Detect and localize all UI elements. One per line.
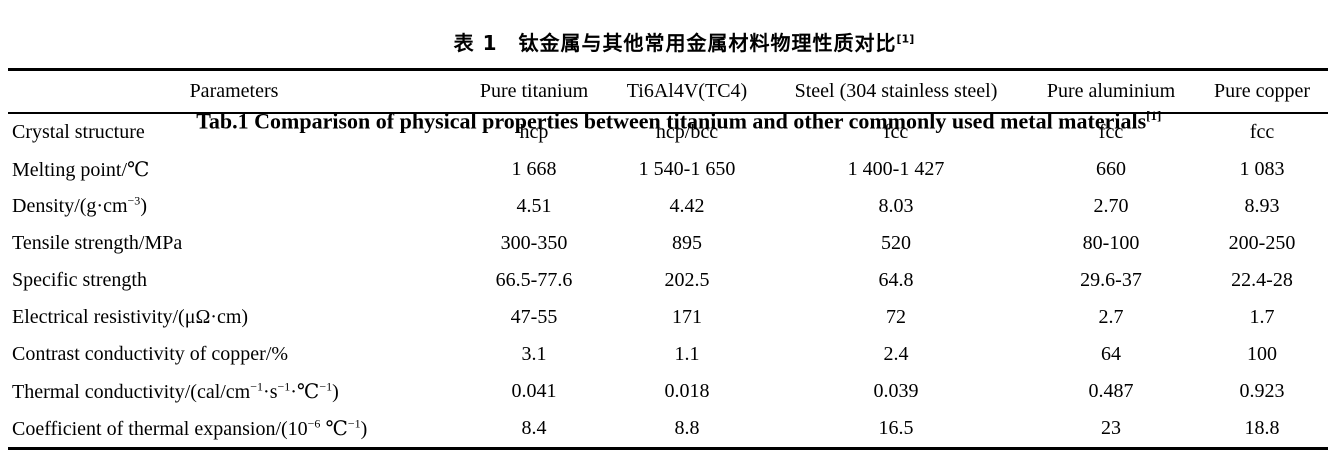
- table-title-chinese: 表 1 钛金属与其他常用金属材料物理性质对比[1]: [0, 0, 1336, 80]
- cell-value: hcp/bcc: [655, 121, 719, 143]
- column-header: Pure aluminium: [1026, 69, 1196, 114]
- cell-value: 2.4: [883, 343, 909, 365]
- cell-value: 64: [1101, 343, 1121, 365]
- row-label: Crystal structure: [12, 121, 145, 143]
- cell-value: 4.42: [669, 195, 705, 217]
- cell-value: 8.8: [674, 417, 700, 439]
- cell-value: 64.8: [878, 269, 914, 291]
- cell-value: 72: [886, 306, 906, 328]
- cell-value: 300-350: [500, 232, 568, 254]
- cell-value: 520: [881, 232, 911, 254]
- table-row: Electrical resistivity/(μΩ·cm) 47-55 171 72…: [8, 299, 1328, 336]
- cell-value: 0.041: [511, 380, 557, 402]
- cell-value: 16.5: [878, 417, 914, 439]
- cell-value: 47-55: [510, 306, 558, 328]
- cell-value: 171: [672, 306, 702, 328]
- cell-value: 0.039: [873, 380, 919, 402]
- cell-value: 8.03: [878, 195, 914, 217]
- column-header: Steel (304 stainless steel): [766, 69, 1026, 114]
- cell-value: 2.70: [1093, 195, 1129, 217]
- table-title-chinese-text: 表 1 钛金属与其他常用金属材料物理性质对比: [453, 31, 897, 55]
- cell-value: 1.1: [674, 343, 700, 365]
- table-row: Tensile strength/MPa 300-350 895 520 80-100 2…: [8, 225, 1328, 262]
- row-label: Tensile strength/MPa: [12, 232, 183, 254]
- table-row: Contrast conductivity of copper/% 3.1 1.1 2…: [8, 336, 1328, 373]
- column-header: Pure copper: [1196, 69, 1328, 114]
- row-label: Coefficient of thermal expansion/(10−6 ℃…: [12, 416, 368, 440]
- row-label: Contrast conductivity of copper/%: [12, 343, 289, 365]
- citation-ref-superscript: [1]: [896, 32, 915, 46]
- cell-value: 2.7: [1098, 306, 1124, 328]
- column-header: Pure titanium: [460, 69, 608, 114]
- row-label: Melting point/℃: [12, 159, 150, 181]
- cell-value: 895: [672, 232, 702, 254]
- header-row: Parameters Pure titanium Ti6Al4V(TC4) Steel…: [8, 69, 1328, 114]
- cell-value: 23: [1101, 417, 1121, 439]
- table-row: Crystal structure hcp hcp/bcc fcc fcc fcc: [8, 113, 1328, 151]
- cell-value: 1 540-1 650: [638, 158, 736, 180]
- cell-value: 660: [1096, 158, 1126, 180]
- table-row: Coefficient of thermal expansion/(10−6 ℃…: [8, 410, 1328, 449]
- cell-value: 29.6-37: [1080, 269, 1142, 291]
- cell-value: fcc: [1098, 121, 1124, 143]
- cell-value: hcp: [519, 121, 549, 143]
- cell-value: fcc: [1249, 121, 1275, 143]
- cell-value: 1 083: [1239, 158, 1285, 180]
- cell-value: 202.5: [664, 269, 710, 291]
- row-label: Specific strength: [12, 269, 147, 291]
- column-header: Parameters: [8, 69, 460, 114]
- table-header: Parameters Pure titanium Ti6Al4V(TC4) Steel…: [8, 69, 1328, 114]
- cell-value: 100: [1247, 343, 1277, 365]
- cell-value: 4.51: [516, 195, 552, 217]
- cell-value: 22.4-28: [1231, 269, 1293, 291]
- cell-value: 80-100: [1082, 232, 1140, 254]
- table-body: Crystal structure hcp hcp/bcc fcc fcc fcc Melt…: [8, 113, 1328, 449]
- table-row: Density/(g·cm−3) 4.51 4.42 8.03 2.70 8.93: [8, 188, 1328, 225]
- cell-value: 8.93: [1244, 195, 1280, 217]
- row-label: Thermal conductivity/(cal/cm−1·s−1·℃−1): [12, 379, 339, 403]
- cell-value: 200-250: [1228, 232, 1296, 254]
- cell-value: 0.018: [664, 380, 710, 402]
- cell-value: 0.487: [1088, 380, 1134, 402]
- cell-value: 8.4: [521, 417, 547, 439]
- cell-value: 1 668: [511, 158, 557, 180]
- table-row: Melting point/℃ 1 668 1 540-1 650 1 400-1 4…: [8, 151, 1328, 188]
- cell-value: 66.5-77.6: [495, 269, 573, 291]
- table-row: Thermal conductivity/(cal/cm−1·s−1·℃−1) 0…: [8, 373, 1328, 410]
- column-header: Ti6Al4V(TC4): [608, 69, 766, 114]
- cell-value: 1.7: [1249, 306, 1275, 328]
- cell-value: 18.8: [1244, 417, 1280, 439]
- cell-value: 3.1: [521, 343, 547, 365]
- cell-value: 1 400-1 427: [847, 158, 945, 180]
- table-row: Specific strength 66.5-77.6 202.5 64.8 29.6-…: [8, 262, 1328, 299]
- cell-value: 0.923: [1239, 380, 1285, 402]
- properties-comparison-table: Parameters Pure titanium Ti6Al4V(TC4) Steel…: [8, 68, 1328, 450]
- row-label: Electrical resistivity/(μΩ·cm): [12, 306, 249, 328]
- row-label: Density/(g·cm−3): [12, 193, 147, 217]
- cell-value: fcc: [883, 121, 909, 143]
